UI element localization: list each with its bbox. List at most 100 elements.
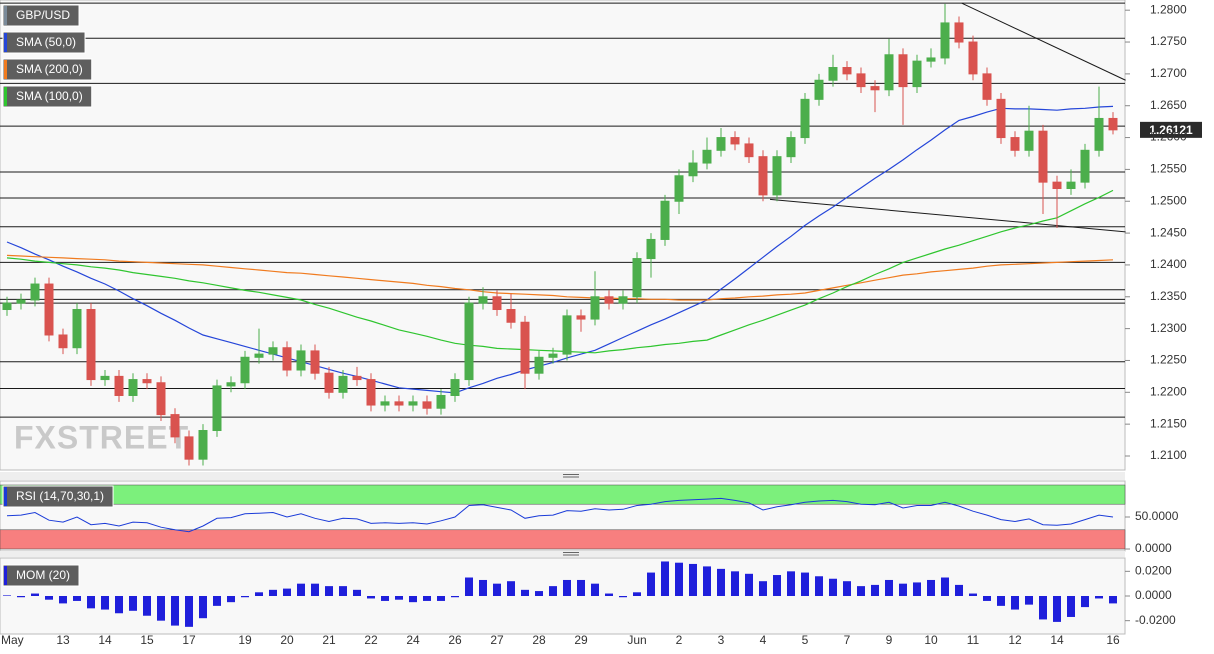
candle-body — [618, 296, 628, 304]
candle-body — [170, 414, 180, 438]
y-tick-label: 1.2300 — [1150, 321, 1187, 335]
momentum-bar — [633, 592, 641, 596]
momentum-bar — [507, 581, 515, 596]
momentum-bar — [1025, 596, 1033, 605]
candle-body — [856, 73, 866, 88]
watermark: FXSTREET — [14, 419, 189, 455]
y-tick-label: 1.2550 — [1150, 162, 1187, 176]
x-tick-label: 3 — [718, 633, 725, 647]
momentum-bar — [759, 581, 767, 596]
legend-item: SMA (200,0) — [2, 58, 93, 81]
legend-label: RSI (14,70,30,1) — [16, 489, 104, 503]
momentum-bar — [927, 579, 935, 596]
legend-item: RSI (14,70,30,1) — [2, 485, 114, 508]
momentum-bar — [535, 591, 543, 596]
momentum-bar — [717, 568, 725, 596]
legend-label: MOM (20) — [16, 568, 70, 582]
panel-splitter[interactable] — [0, 551, 1125, 557]
momentum-bar — [143, 596, 151, 616]
candle-body — [926, 57, 936, 62]
last-price-label: 1.26121 — [1149, 123, 1193, 137]
y-tick-label: 0.0000 — [1135, 541, 1172, 555]
y-tick-label: 1.2400 — [1150, 257, 1187, 271]
candle-body — [366, 379, 376, 406]
candle-body — [1010, 137, 1020, 151]
candle-body — [982, 73, 992, 100]
y-tick-label: 1.2450 — [1150, 225, 1187, 239]
legend-box — [2, 564, 80, 587]
candle-body — [842, 67, 852, 75]
legend-label: GBP/USD — [16, 8, 70, 22]
candle-body — [688, 162, 698, 177]
candle-body — [296, 350, 306, 371]
y-tick-label: 1.2500 — [1150, 193, 1187, 207]
candle-body — [534, 356, 544, 374]
momentum-bar — [997, 596, 1005, 606]
candle-body — [1038, 130, 1048, 183]
momentum-bar — [3, 595, 11, 596]
legend-item: SMA (100,0) — [2, 85, 93, 108]
momentum-bar — [213, 596, 221, 606]
candle-body — [2, 302, 12, 311]
x-tick-label: 19 — [238, 633, 252, 647]
candle-body — [1080, 149, 1090, 183]
candle-body — [436, 394, 446, 409]
candle-body — [884, 54, 894, 91]
candle-body — [156, 382, 166, 416]
momentum-bar — [829, 578, 837, 596]
candle-body — [380, 401, 390, 406]
candle-body — [1052, 181, 1062, 190]
momentum-bar — [899, 583, 907, 596]
candle-body — [212, 385, 222, 432]
legend-box — [2, 31, 86, 54]
x-tick-label: 9 — [886, 633, 893, 647]
candle-body — [744, 143, 754, 158]
candle-body — [870, 86, 880, 91]
candle-body — [1094, 117, 1104, 151]
momentum-bar — [1039, 596, 1047, 620]
y-tick-label: 0.0000 — [1135, 588, 1172, 602]
momentum-bar — [353, 589, 361, 596]
momentum-bar — [283, 588, 291, 596]
candle-body — [562, 315, 572, 355]
momentum-bar — [325, 586, 333, 596]
momentum-bar — [255, 592, 263, 596]
momentum-bar — [969, 593, 977, 596]
momentum-bar — [465, 577, 473, 596]
momentum-bar — [479, 579, 487, 596]
momentum-bar — [815, 576, 823, 596]
momentum-bar — [731, 571, 739, 596]
momentum-bar — [395, 596, 403, 600]
momentum-bar — [73, 596, 81, 601]
momentum-bar — [157, 596, 165, 621]
momentum-bar — [885, 579, 893, 596]
legend-label: SMA (100,0) — [16, 89, 83, 103]
momentum-bar — [843, 581, 851, 596]
momentum-bar — [703, 566, 711, 596]
momentum-bar — [101, 596, 109, 610]
momentum-bar — [129, 596, 137, 611]
y-tick-label: 0.0200 — [1135, 564, 1172, 578]
momentum-bar — [17, 596, 25, 598]
panel-splitter[interactable] — [0, 472, 1125, 480]
momentum-bar — [1081, 596, 1089, 608]
candle-body — [996, 98, 1006, 139]
y-tick-label: 50.0000 — [1135, 509, 1179, 523]
candle-body — [814, 79, 824, 100]
candle-body — [128, 379, 138, 396]
last-price-box — [1140, 121, 1202, 138]
x-tick-label: May — [1, 633, 24, 647]
momentum-bar — [801, 572, 809, 596]
momentum-bar — [45, 596, 53, 600]
momentum-bar — [955, 584, 963, 596]
price-panel — [0, 0, 1126, 471]
x-tick-label: 15 — [140, 633, 154, 647]
candle-body — [660, 200, 670, 240]
x-tick-label: 29 — [574, 633, 588, 647]
candle-body — [86, 309, 96, 381]
trendline — [961, 2, 1126, 81]
x-tick-label: 21 — [322, 633, 336, 647]
candle-body — [268, 347, 278, 355]
legend-box — [2, 58, 93, 81]
